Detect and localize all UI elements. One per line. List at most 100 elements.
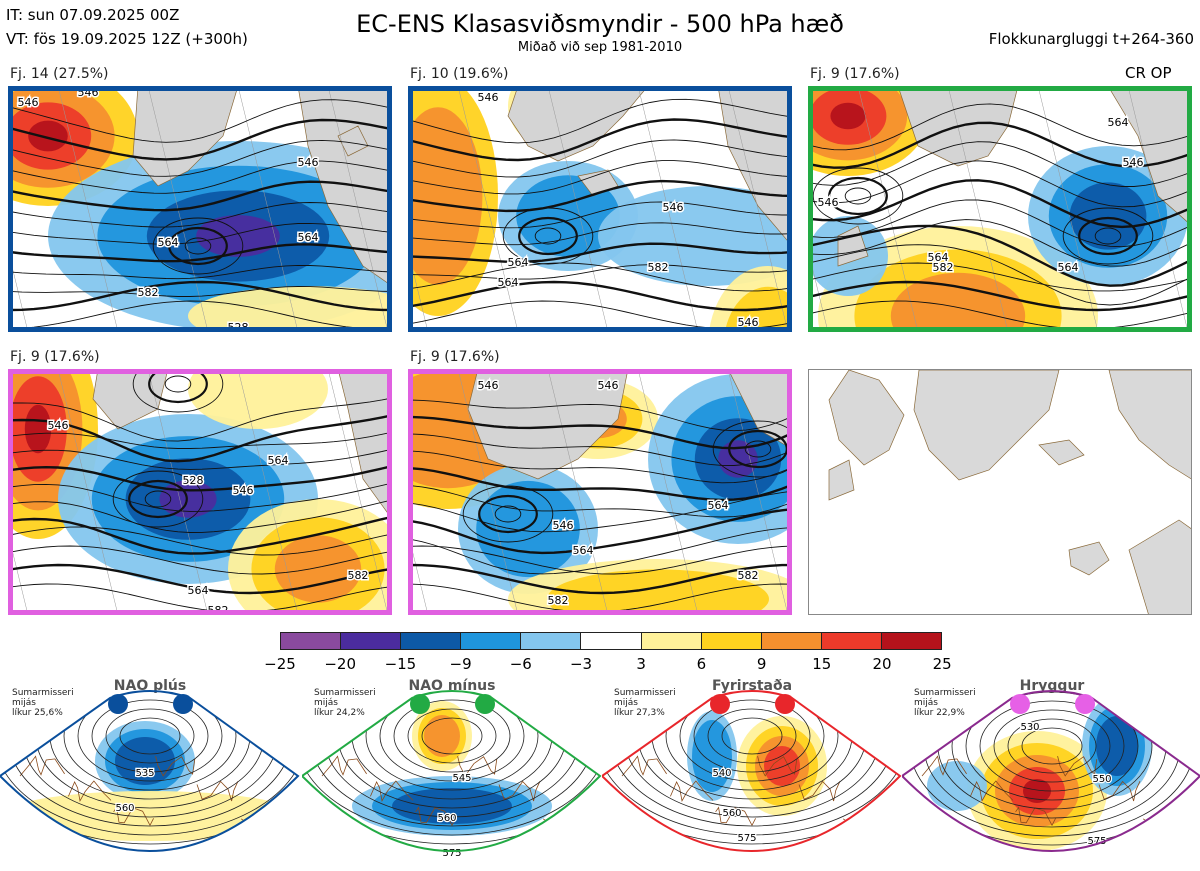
height-contour xyxy=(408,139,792,178)
anomaly-shading xyxy=(196,215,280,257)
height-contour xyxy=(8,300,392,330)
height-contour xyxy=(808,244,1192,306)
regime-info: Sumarmisseri mijás líkur 22,9% xyxy=(914,688,976,718)
regime-contour xyxy=(63,691,237,791)
height-contour xyxy=(808,121,1192,169)
colorbar-tick: −6 xyxy=(509,655,532,673)
contour-label: 546 xyxy=(1123,156,1144,169)
land-mass xyxy=(1107,86,1192,227)
height-contour xyxy=(8,499,392,533)
regime-fan-outline xyxy=(902,690,1200,852)
regime-contour xyxy=(407,708,497,764)
regime-contour xyxy=(393,699,511,773)
graticule-line xyxy=(637,369,699,615)
height-contour xyxy=(8,99,392,143)
regime-dot xyxy=(410,694,430,714)
contour-label: 564 xyxy=(928,251,949,264)
graticule-line xyxy=(457,369,519,615)
colorbar-tick: −9 xyxy=(449,655,472,673)
low-contour xyxy=(164,375,192,393)
coastline xyxy=(68,780,112,802)
colorbar-tick: 15 xyxy=(812,655,832,673)
regime-contour xyxy=(951,691,1153,810)
regime-dot xyxy=(710,694,730,714)
colorbar-bin xyxy=(761,633,822,649)
graticule-line xyxy=(8,248,29,332)
low-contour xyxy=(1062,207,1154,265)
regime-blocking: Sumarmisseri mijás líkur 27,3% Fyrirstaða … xyxy=(602,676,902,871)
cr-op-label: CR OP xyxy=(1125,64,1172,82)
height-contour xyxy=(8,139,392,177)
contour-label: 582 xyxy=(348,569,369,582)
regime-contour xyxy=(602,691,900,845)
regime-info: Sumarmisseri mijás líkur 25,6% xyxy=(12,688,74,718)
graticule-line xyxy=(547,369,609,615)
colorbar-tick: −15 xyxy=(384,655,417,673)
regime-contour-label: 560 xyxy=(115,803,134,814)
regime-contour xyxy=(119,717,181,755)
low-contour xyxy=(184,237,212,255)
graticule-line xyxy=(8,531,29,615)
regime-anomaly xyxy=(764,746,800,786)
contour-label: 564 xyxy=(573,544,594,557)
anomaly-shading xyxy=(408,107,483,285)
contour-label: 582 xyxy=(738,569,759,582)
low-contour xyxy=(828,176,888,216)
height-contour xyxy=(408,527,792,575)
coastline xyxy=(1057,756,1098,777)
low-contour xyxy=(744,440,772,458)
height-contour xyxy=(408,490,792,533)
low-contour xyxy=(144,490,172,508)
anomaly-shading xyxy=(547,569,769,615)
height-contour xyxy=(808,160,1192,208)
regime-info: Sumarmisseri mijás líkur 27,3% xyxy=(614,688,676,718)
graticule-line xyxy=(727,86,789,332)
regime-anomaly xyxy=(692,720,732,792)
contour-label: 564 xyxy=(508,256,529,269)
graticule-line xyxy=(237,369,299,615)
cluster-label-5: Fj. 9 (17.6%) xyxy=(410,349,500,365)
low-contour xyxy=(1094,227,1122,245)
regime-dot xyxy=(173,694,193,714)
cluster-border xyxy=(8,86,392,332)
anomaly-shading xyxy=(24,404,52,454)
land-mass xyxy=(717,86,792,247)
height-contour xyxy=(8,431,392,449)
graticule-line xyxy=(147,369,209,615)
height-contour xyxy=(408,201,792,229)
regime-nao-plus: Sumarmisseri mijás líkur 25,6% NAO plús 53… xyxy=(0,676,300,871)
regime-name: Hryggur xyxy=(1019,678,1085,694)
regime-map-content xyxy=(602,691,900,845)
height-contour xyxy=(408,262,792,292)
regime-nao-minus: Sumarmisseri mijás líkur 24,2% NAO mínus 5… xyxy=(302,676,602,871)
regime-contour xyxy=(0,691,298,836)
regime-map-content xyxy=(0,691,298,845)
coastline xyxy=(1015,806,1056,827)
height-contour xyxy=(8,464,392,492)
graticule-line xyxy=(947,86,1009,332)
low-contour xyxy=(494,505,522,523)
regime-contour xyxy=(105,708,195,764)
low-contour xyxy=(128,479,188,519)
contour-label: 564 xyxy=(708,499,729,512)
base-map-land xyxy=(828,370,1191,614)
cluster-map-3: 546 546 564 582 564 564 xyxy=(808,86,1192,332)
regime-ridge: Sumarmisseri mijás líkur 22,9% Hryggur 530… xyxy=(902,676,1200,871)
cluster-map-svg: 546 546 546 564 564 582 582 xyxy=(408,369,792,615)
height-contour xyxy=(408,98,792,144)
low-contour xyxy=(152,217,244,275)
land-mass xyxy=(297,86,392,287)
regime-contour xyxy=(902,691,1200,846)
regime-contour xyxy=(1007,718,1097,774)
regime-dot xyxy=(1010,694,1030,714)
regime-contour xyxy=(302,691,600,845)
colorbar-tick: −20 xyxy=(324,655,357,673)
colorbar-tick: 9 xyxy=(756,655,767,673)
height-contour xyxy=(408,485,792,518)
colorbar-bin xyxy=(641,633,702,649)
contour-label: 564 xyxy=(298,231,319,244)
valid-time: VT: fös 19.09.2025 12Z (+300h) xyxy=(6,30,248,48)
page-title: EC-ENS Klasasviðsmyndir - 500 hPa hæð xyxy=(356,10,844,38)
